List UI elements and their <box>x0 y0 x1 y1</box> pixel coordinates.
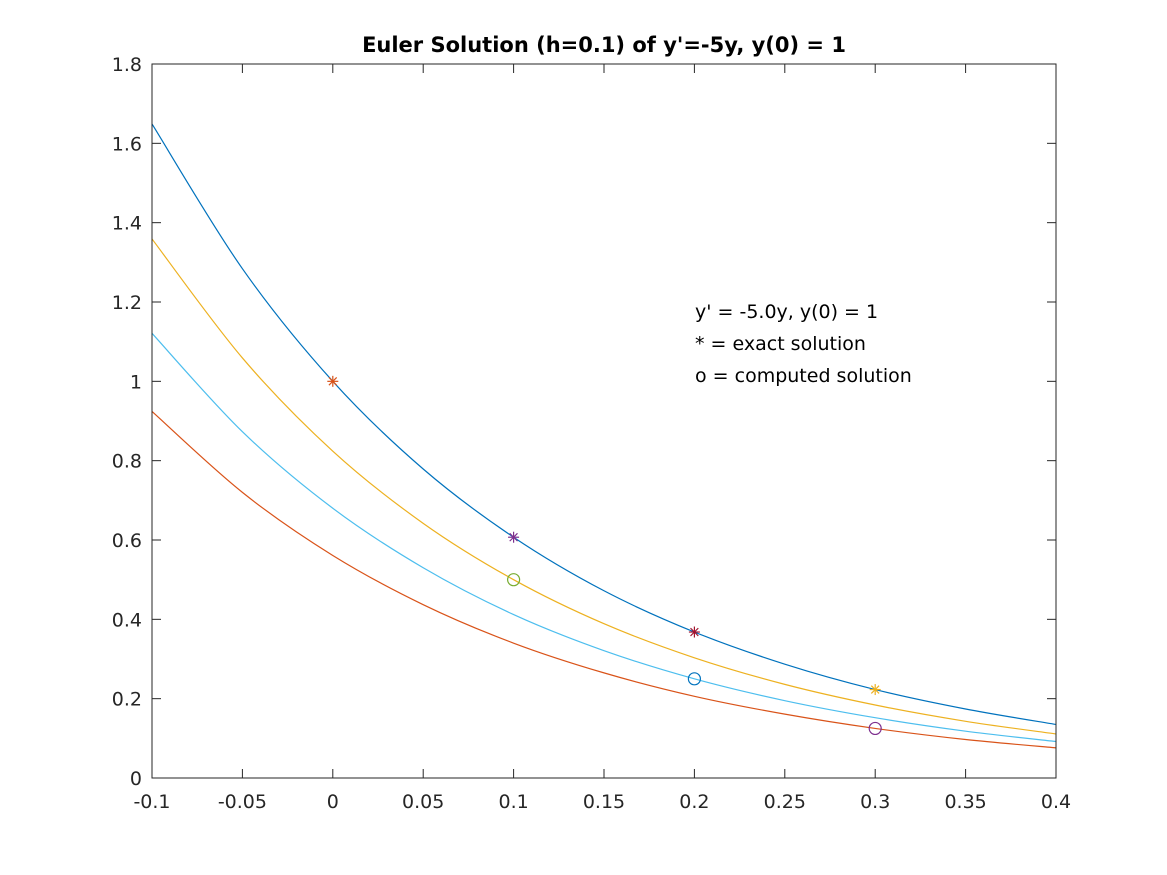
x-tick-label: 0.2 <box>679 791 709 813</box>
plot-lines <box>151 123 1057 749</box>
y-tick-label: 0.6 <box>112 530 142 552</box>
x-tick-label: 0.35 <box>944 791 986 813</box>
annotation-line-computed: o = computed solution <box>695 365 912 387</box>
exact-point-marker <box>688 626 700 638</box>
x-tick-label: 0.3 <box>860 791 890 813</box>
exact-point-marker <box>508 531 520 543</box>
x-tick-label: 0.25 <box>764 791 806 813</box>
annotation-line-exact: * = exact solution <box>695 333 866 355</box>
computed-point-marker <box>506 573 521 587</box>
computed-point-marker <box>868 721 882 736</box>
x-tick-label: 0.05 <box>402 791 444 813</box>
x-tick-label: -0.05 <box>218 791 267 813</box>
y-axis-ticks: 0 0.2 0.4 0.6 0.8 1 1.2 1.4 1.6 1.8 <box>112 54 1056 790</box>
plot-markers <box>327 375 882 736</box>
y-tick-label: 0 <box>130 768 142 790</box>
series-line-3 <box>151 332 1057 743</box>
x-tick-label: 0.1 <box>498 791 528 813</box>
y-tick-label: 0.2 <box>112 689 142 711</box>
exact-point-marker <box>327 375 339 387</box>
y-tick-label: 1.4 <box>112 213 142 235</box>
y-tick-label: 0.4 <box>112 609 142 631</box>
chart-title: Euler Solution (h=0.1) of y'=-5y, y(0) =… <box>362 33 846 57</box>
x-tick-label: 0 <box>327 791 339 813</box>
y-tick-label: 1.6 <box>112 133 142 155</box>
exact-point-marker <box>869 684 881 696</box>
annotation-line-equation: y' = -5.0y, y(0) = 1 <box>695 301 878 323</box>
y-tick-label: 0.8 <box>112 451 142 473</box>
series-line-4 <box>151 411 1057 749</box>
computed-point-marker <box>687 672 702 686</box>
annotation-text: y' = -5.0y, y(0) = 1 * = exact solution … <box>695 301 912 387</box>
y-tick-label: 1.8 <box>112 54 142 76</box>
x-tick-label: -0.1 <box>133 791 170 813</box>
series-line-1 <box>151 123 1057 726</box>
y-tick-label: 1.2 <box>112 292 142 314</box>
y-tick-label: 1 <box>130 371 142 393</box>
series-line-2 <box>151 238 1057 735</box>
x-tick-label: 0.4 <box>1041 791 1071 813</box>
x-tick-label: 0.15 <box>583 791 625 813</box>
x-axis-ticks: -0.1 -0.05 0 0.05 0.1 0.15 0.2 0.25 0.3 0.35 0.4 <box>133 64 1071 813</box>
